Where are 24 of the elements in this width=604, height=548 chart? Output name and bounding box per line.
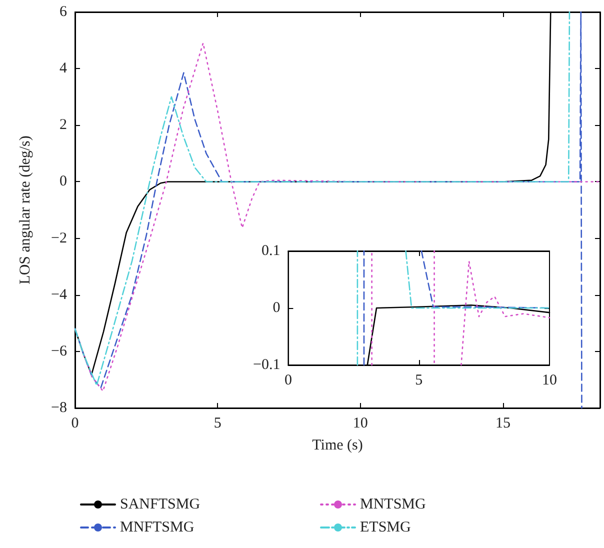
- y-tick-label: 2: [60, 117, 67, 134]
- y-tick-label: 4: [60, 60, 68, 77]
- legend-label: ETSMG: [360, 520, 412, 536]
- legend-label: SANFTSMG: [120, 496, 200, 512]
- y-tick-label: −4: [51, 286, 68, 303]
- x-tick-label: 0: [71, 416, 79, 432]
- x-tick-label: 10: [542, 372, 557, 388]
- y-tick-label: −2: [51, 230, 67, 246]
- x-axis-title: Time (s): [312, 438, 363, 454]
- y-tick-label: −0.1: [252, 357, 280, 373]
- x-tick-label: 15: [495, 416, 510, 432]
- x-tick-label: 0: [284, 372, 292, 388]
- y-tick-label: 0: [60, 174, 67, 190]
- x-tick-label: 5: [214, 416, 222, 432]
- x-tick-label: 5: [415, 372, 423, 388]
- x-tick-label: 10: [352, 416, 368, 432]
- y-axis-title: LOS angular rate (deg/s): [18, 136, 34, 284]
- y-tick-label: −6: [51, 343, 68, 360]
- y-tick-label: −8: [51, 400, 67, 416]
- legend-label: MNFTSMG: [120, 520, 194, 536]
- y-tick-label: 0.1: [261, 243, 280, 259]
- y-tick-label: 6: [60, 4, 68, 20]
- legend-label: MNTSMG: [360, 496, 426, 512]
- y-tick-label: 0: [272, 300, 280, 316]
